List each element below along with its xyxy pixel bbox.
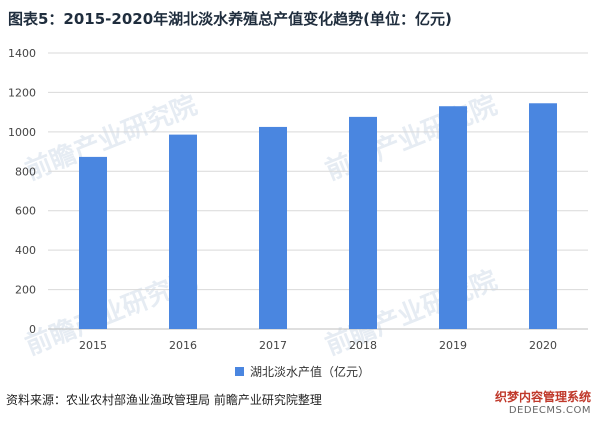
corner-watermark: 织梦内容管理系统 DEDECMS.COM bbox=[495, 391, 591, 417]
x-tick-label: 2017 bbox=[259, 339, 287, 352]
corner-watermark-url: DEDECMS.COM bbox=[508, 405, 591, 416]
grid-lines bbox=[48, 52, 588, 330]
legend-swatch bbox=[235, 366, 244, 376]
y-tick-label: 1400 bbox=[8, 47, 36, 60]
corner-watermark-label: 织梦内容管理系统 bbox=[494, 390, 591, 404]
y-tick-label: 600 bbox=[15, 205, 36, 218]
legend-label: 湖北淡水产值（亿元） bbox=[250, 364, 371, 379]
bar-2018 bbox=[349, 116, 377, 329]
y-tick-label: 400 bbox=[15, 244, 36, 257]
bars-group bbox=[79, 103, 557, 330]
x-tick-label: 2015 bbox=[79, 339, 107, 352]
y-axis-ticks: 0 200 400 600 800 1000 1200 1400 bbox=[8, 47, 36, 336]
x-tick-label: 2019 bbox=[439, 339, 467, 352]
chart-title: 图表5：2015-2020年湖北淡水养殖总产值变化趋势(单位：亿元) bbox=[8, 10, 452, 28]
source-note: 资料来源：农业农村部渔业渔政管理局 前瞻产业研究院整理 bbox=[6, 393, 322, 407]
legend: 湖北淡水产值（亿元） bbox=[235, 362, 370, 380]
y-tick-label: 800 bbox=[15, 165, 36, 178]
y-tick-label: 200 bbox=[15, 284, 36, 297]
bar-2019 bbox=[439, 106, 467, 329]
bar-2020 bbox=[529, 103, 557, 330]
watermark-text: 前瞻产业研究院 bbox=[321, 90, 501, 187]
bar-2016 bbox=[169, 134, 197, 329]
y-tick-label: 0 bbox=[29, 323, 36, 336]
y-tick-label: 1200 bbox=[8, 86, 36, 99]
x-tick-label: 2018 bbox=[349, 339, 377, 352]
bar-2017 bbox=[259, 126, 287, 329]
x-axis-ticks: 2015 2016 2017 2018 2019 2020 bbox=[79, 339, 557, 352]
bar-2015 bbox=[79, 156, 107, 329]
x-tick-label: 2016 bbox=[169, 339, 197, 352]
y-tick-label: 1000 bbox=[8, 126, 36, 139]
x-tick-label: 2020 bbox=[529, 339, 557, 352]
